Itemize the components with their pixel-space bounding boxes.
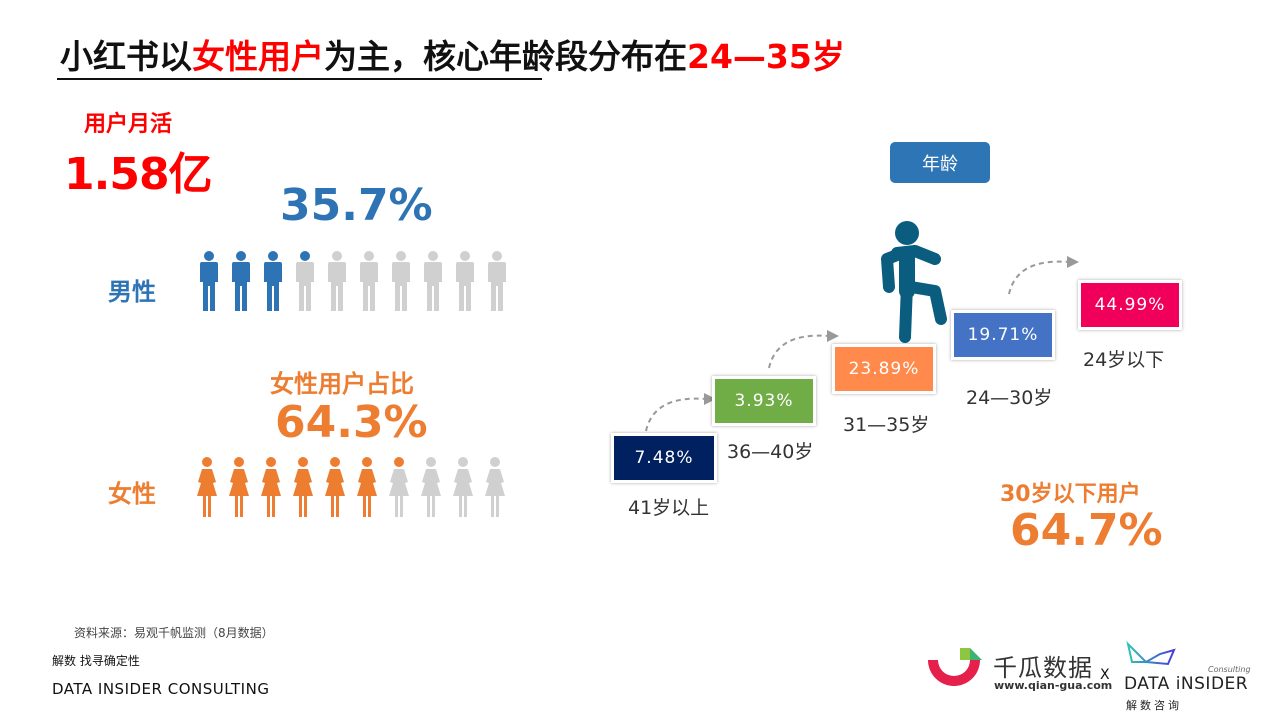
age-label-under24: 24岁以下 [1083,349,1165,371]
title-part2: 为主，核心年龄段分布在 [324,37,687,76]
mau-label: 用户月活 [84,112,173,137]
female-percent: 64.3% [275,397,428,448]
mau-value: 1.58亿 [64,149,213,200]
female-icon-row [196,456,506,518]
female-person-icon [421,457,441,517]
age-step-under24: 44.99% [1078,280,1182,330]
under30-label: 30岁以下用户 [1000,482,1141,507]
age-value-36-40: 3.93% [715,379,813,423]
male-icon-row [198,250,508,312]
age-label-31-35: 31—35岁 [843,414,930,436]
age-step-31-35: 23.89% [832,344,936,394]
female-person-icon [293,457,313,517]
title-highlight-female: 女性用户 [192,37,324,76]
male-person-icon [424,251,442,311]
female-share-title: 女性用户占比 [270,370,414,398]
qiangua-logo-icon [928,648,982,686]
age-value-24-30: 19.71% [954,313,1052,357]
partner-name: 千瓜数据 [993,654,1093,682]
age-label-24-30: 24—30岁 [966,387,1053,409]
data-insider-consulting: Consulting [1208,665,1251,674]
title-underline [57,78,542,80]
age-tag: 年龄 [890,142,990,183]
male-person-icon [232,251,250,311]
female-label: 女性 [108,480,156,508]
data-insider-name: DATA iNSIDER [1124,674,1249,694]
female-person-icon [357,457,377,517]
company-name: DATA INSIDER CONSULTING [52,680,270,698]
male-person-icon [360,251,378,311]
male-person-icon [296,251,314,311]
title-part1: 小红书以 [60,37,192,76]
slogan: 解数 找寻确定性 [52,654,140,668]
male-label: 男性 [108,278,156,306]
step-arrow-icon [645,393,716,432]
male-person-icon [264,251,282,311]
female-person-icon [453,457,473,517]
data-insider-cn: 解数咨询 [1126,699,1182,712]
female-person-icon [229,457,249,517]
age-value-under24: 44.99% [1081,283,1179,327]
data-source: 资料来源：易观千帆监测（8月数据） [74,626,274,640]
age-step-24-30: 19.71% [951,310,1055,360]
title-highlight-age: 24—35岁 [687,37,845,76]
age-step-36-40: 3.93% [712,376,816,426]
male-person-icon [488,251,506,311]
age-label-36-40: 36—40岁 [727,441,814,463]
age-value-31-35: 23.89% [835,347,933,391]
age-label-41plus: 41岁以上 [628,497,710,519]
male-person-icon [328,251,346,311]
page-title: 小红书以女性用户为主，核心年龄段分布在24—35岁 [60,30,845,78]
age-step-41plus: 7.48% [611,433,717,483]
female-person-icon [389,457,409,517]
collab-x: X [1100,667,1110,683]
data-insider-logo-icon [1126,640,1176,666]
step-arrow-icon [1008,256,1079,295]
climbing-person-icon [881,221,947,343]
female-person-icon [485,457,505,517]
under30-value: 64.7% [1010,505,1163,556]
step-arrow-icon [768,330,839,369]
age-value-41plus: 7.48% [614,436,714,480]
partner-url: www.qian-gua.com [994,679,1113,692]
male-person-icon [200,251,218,311]
male-person-icon [392,251,410,311]
male-person-icon [456,251,474,311]
male-percent: 35.7% [280,180,433,231]
female-person-icon [197,457,217,517]
female-person-icon [261,457,281,517]
female-person-icon [325,457,345,517]
